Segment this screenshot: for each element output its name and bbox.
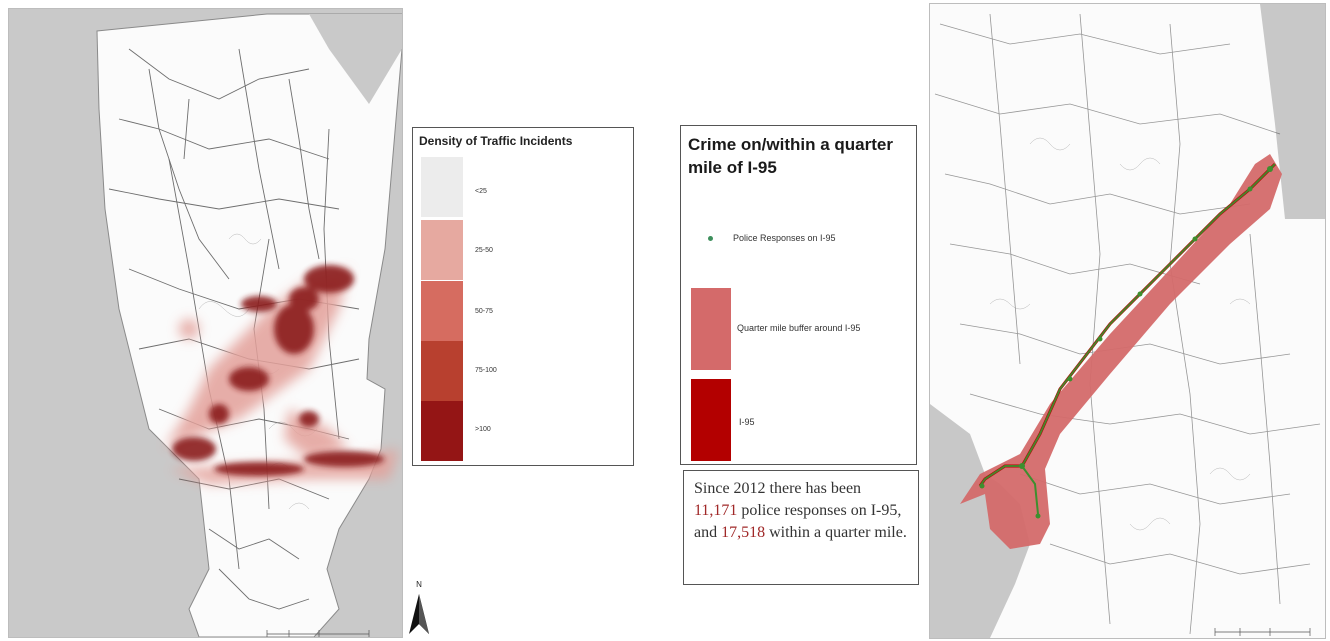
crime-legend-title: Crime on/within a quarter mile of I-95: [688, 135, 893, 177]
police-response-points: [979, 166, 1273, 519]
police-response-spur: [1021, 465, 1039, 515]
i95-crime-map[interactable]: [929, 3, 1326, 639]
scale-bar: [266, 630, 370, 637]
scale-bar: [1214, 628, 1311, 636]
water-area-west: [930, 404, 1030, 638]
stats-part3: within a quarter mile.: [769, 524, 907, 541]
i95-label: I-95: [739, 417, 755, 427]
i95-crime-map-graphic: [930, 4, 1325, 638]
police-response-track: [979, 163, 1276, 487]
density-legend-title: Density of Traffic Incidents: [419, 134, 573, 148]
land-area: [96, 13, 402, 637]
road-network: [934, 13, 1321, 635]
density-swatch-high: [421, 341, 463, 401]
stats-part1: Since 2012 there has been: [694, 480, 862, 497]
density-label-high: 75-100: [475, 367, 497, 374]
quarter-mile-buffer: [960, 154, 1282, 549]
water-area-east: [1260, 4, 1325, 219]
stats-count-within: 17,518: [721, 524, 766, 541]
police-response-symbol: [708, 236, 713, 241]
neighboring-land: [309, 14, 402, 104]
stats-part2: police responses on I-95, and: [694, 502, 902, 541]
buffer-swatch: [691, 288, 731, 370]
incident-hotspots: [164, 265, 399, 484]
density-swatch-lowest: [421, 157, 463, 217]
crime-legend: Crime on/within a quarter mile of I-95 P…: [680, 125, 917, 465]
minor-streets: [989, 137, 1251, 531]
i95-swatch: [691, 379, 731, 461]
density-label-low: 25-50: [475, 247, 493, 254]
north-arrow: N: [407, 580, 431, 638]
north-label: N: [416, 580, 422, 589]
density-label-mid: 50-75: [475, 308, 493, 315]
traffic-density-map[interactable]: [8, 8, 403, 638]
police-response-label: Police Responses on I-95: [733, 233, 836, 243]
traffic-density-map-graphic: [9, 9, 402, 637]
density-swatch-mid: [421, 281, 463, 341]
stats-box: Since 2012 there has been 11,171 police …: [683, 470, 919, 585]
buffer-label: Quarter mile buffer around I-95: [737, 323, 861, 333]
stats-count-on: 11,171: [694, 502, 738, 519]
stats-text: Since 2012 there has been 11,171 police …: [694, 478, 908, 544]
density-swatch-highest: [421, 401, 463, 461]
density-swatch-low: [421, 220, 463, 280]
density-label-lowest: <25: [475, 188, 487, 195]
density-label-highest: >100: [475, 426, 491, 433]
north-arrow-icon: [409, 594, 429, 634]
density-legend: Density of Traffic Incidents <25 25-50 5…: [412, 127, 634, 466]
